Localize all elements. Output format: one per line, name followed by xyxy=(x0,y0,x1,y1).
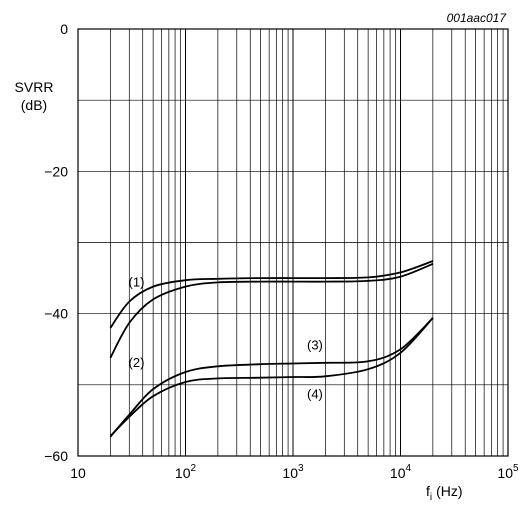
y-axis-title-line2: (dB) xyxy=(21,97,47,113)
x-tick-label: 103 xyxy=(282,463,304,481)
y-tick-label: −20 xyxy=(44,163,68,179)
series-line-1 xyxy=(109,260,434,329)
series-label-1: (1) xyxy=(129,275,145,290)
x-axis-title: fi (Hz) xyxy=(426,483,463,503)
x-tick-label: 105 xyxy=(497,463,519,481)
grid-lines xyxy=(78,29,508,456)
x-tick-label: 10 xyxy=(70,465,86,481)
series-label-2: (2) xyxy=(129,355,145,370)
x-axis-title-main: f xyxy=(426,483,430,499)
series-label-3: (3) xyxy=(307,337,323,352)
series-group: (1) (2) (3) (4) xyxy=(109,260,434,438)
plot-frame xyxy=(77,28,509,457)
series-line-3 xyxy=(109,317,434,438)
y-tick-label: −40 xyxy=(44,306,68,322)
x-axis-title-unit: (Hz) xyxy=(436,483,462,499)
y-tick-label: −60 xyxy=(44,448,68,464)
series-label-4: (4) xyxy=(307,386,323,401)
y-axis-title-line1: SVRR xyxy=(15,79,54,95)
x-tick-label: 104 xyxy=(390,463,412,481)
x-axis-title-sub: i xyxy=(430,492,432,503)
series-line-2 xyxy=(109,263,434,359)
x-tick-label: 102 xyxy=(175,463,197,481)
reference-id: 001aac017 xyxy=(447,11,508,25)
series-line-4 xyxy=(109,317,434,437)
y-tick-label: 0 xyxy=(60,21,68,37)
